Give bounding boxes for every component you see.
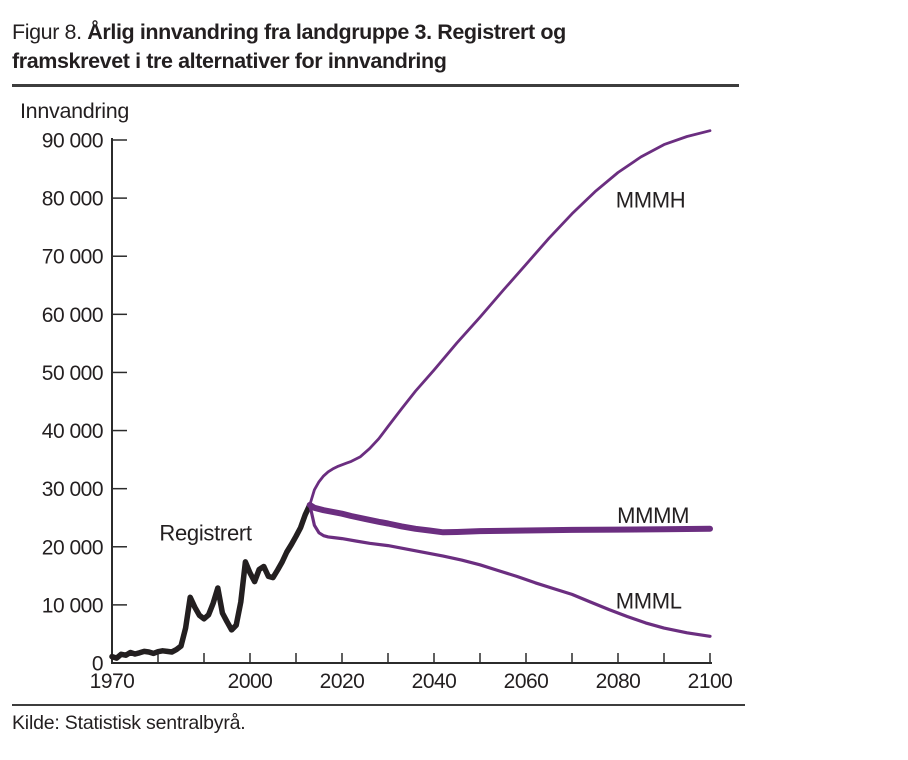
x-tick-label: 2080 — [596, 670, 641, 693]
series-line-mmml — [308, 503, 712, 638]
x-tick-label: 2100 — [688, 670, 733, 693]
figure-number: Figur 8. — [12, 20, 82, 44]
footer-divider-rule — [12, 704, 745, 706]
series-line-registrert — [109, 502, 313, 661]
y-tick-label: 90 000 — [42, 130, 103, 153]
figure-title-text-line2: framskrevet i tre alternativer for innva… — [12, 49, 447, 73]
y-tick-label: 20 000 — [42, 536, 103, 559]
y-tick-label: 0 — [92, 653, 103, 676]
x-tick-label: 2000 — [228, 670, 273, 693]
series-label-mmmm: MMMM — [617, 503, 689, 528]
y-tick-label: 50 000 — [42, 362, 103, 385]
series-line-mmmh — [308, 129, 712, 507]
figure-title-text-line1: Årlig innvandring fra landgruppe 3. Regi… — [87, 20, 566, 44]
x-tick-label: 2040 — [412, 670, 457, 693]
series-label-mmml: MMML — [616, 588, 682, 613]
title-divider-rule — [12, 84, 739, 87]
y-tick-label: 70 000 — [42, 246, 103, 269]
x-tick-label: 2020 — [320, 670, 365, 693]
series-line-mmmm — [306, 501, 713, 536]
y-tick-label: 60 000 — [42, 304, 103, 327]
series-label-mmmh: MMMH — [616, 187, 686, 212]
y-axis-title: Innvandring — [20, 99, 129, 123]
source-credit: Kilde: Statistisk sentralbyrå. — [12, 712, 246, 734]
y-tick-label: 80 000 — [42, 188, 103, 211]
figure-title-line1: Figur 8. Årlig innvandring fra landgrupp… — [12, 18, 752, 47]
y-tick-label: 40 000 — [42, 420, 103, 443]
series-label-registrert: Registrert — [159, 520, 252, 545]
x-tick-label: 1970 — [90, 670, 135, 693]
y-tick-label: 10 000 — [42, 594, 103, 617]
y-tick-label: 30 000 — [42, 478, 103, 501]
x-tick-label: 2060 — [504, 670, 549, 693]
figure-title: Figur 8. Årlig innvandring fra landgrupp… — [12, 18, 752, 76]
